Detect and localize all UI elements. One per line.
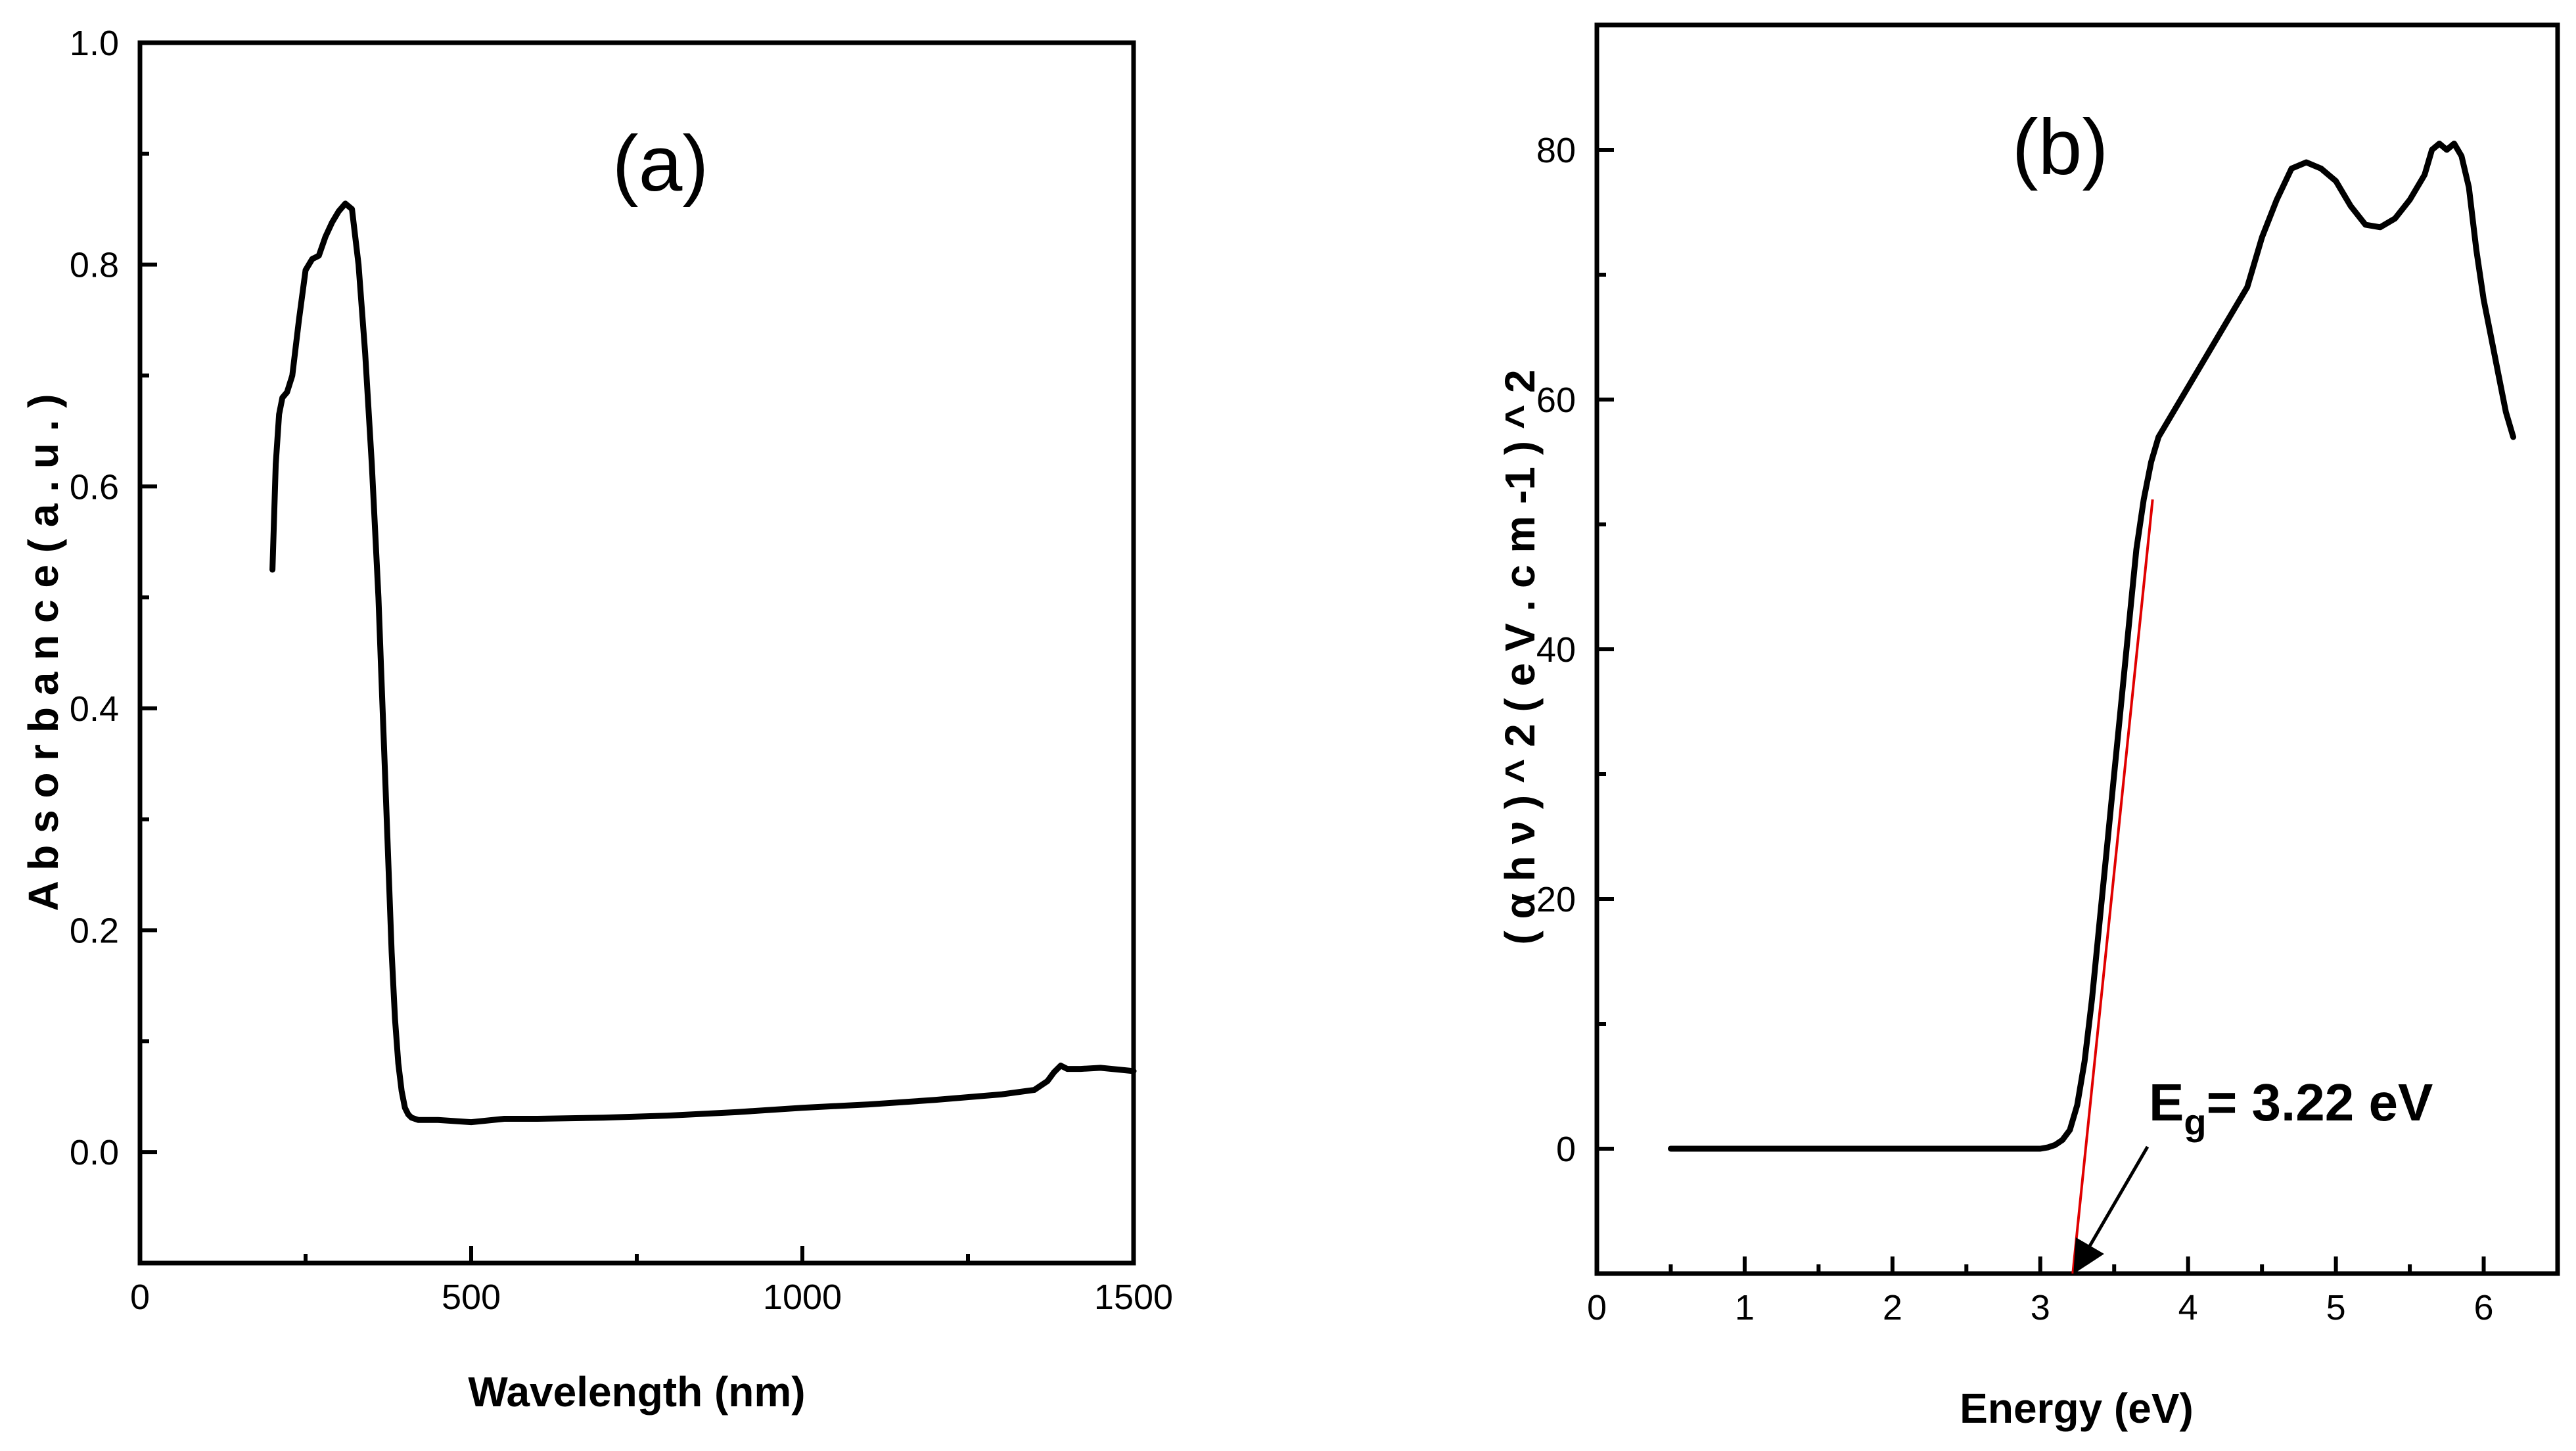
panel-b-y-axis: 0 20 40 60 80 [1536, 131, 1614, 1276]
annotation-subscript-g: g [2184, 1101, 2206, 1143]
b-x-tick-label: 4 [2178, 1288, 2198, 1327]
panel-b-bandgap-annotation: Eg= 3.22 eV [2149, 1073, 2433, 1143]
a-y-tick-label: 0.0 [70, 1133, 119, 1172]
a-y-tick-label: 0.4 [70, 689, 119, 729]
b-x-tick-label: 2 [1883, 1288, 1902, 1327]
panel-b-x-axis-title: Energy (eV) [1960, 1385, 2194, 1432]
panel-a-x-axis: 0 500 1000 1500 [130, 1246, 1173, 1317]
panel-a-absorbance-chart: 0 500 1000 1500 0.0 0.2 0.4 0.6 0.8 1.0 (a) Wave… [20, 24, 1173, 1416]
panel-b-linear-fit-line [2071, 499, 2154, 1274]
annotation-e: E [2149, 1073, 2184, 1132]
b-x-tick-label: 5 [2326, 1288, 2346, 1327]
b-x-tick-label: 3 [2031, 1288, 2050, 1327]
a-y-tick-label: 1.0 [70, 24, 119, 63]
panel-a-x-axis-title: Wavelength (nm) [468, 1368, 805, 1416]
panel-b-tauc-chart: 0 1 2 3 4 5 6 0 20 40 60 80 Eg= 3.22 eV (b) Energy… [1496, 22, 2560, 1432]
b-x-tick-label: 0 [1587, 1288, 1607, 1327]
b-y-tick-label: 80 [1536, 131, 1576, 170]
annotation-value: = 3.22 eV [2207, 1073, 2433, 1132]
panel-a-absorbance-curve [269, 200, 1137, 1126]
panel-a-label: (a) [612, 120, 709, 208]
b-x-tick-label: 6 [2474, 1288, 2494, 1327]
panel-b-label: (b) [2012, 103, 2109, 191]
b-x-tick-label: 1 [1735, 1288, 1755, 1327]
a-y-tick-label: 0.8 [70, 246, 119, 285]
panel-a-y-axis-title: A b s o r b a n c e ( a . u . ) [20, 394, 67, 911]
a-x-tick-label: 500 [442, 1278, 501, 1317]
panel-b-y-axis-title: ( α h ν ) ^ 2 ( e V . c m -1 ) ^ 2 [1496, 369, 1544, 944]
a-x-tick-label: 1500 [1094, 1278, 1173, 1317]
b-y-tick-label: 60 [1536, 380, 1576, 420]
panel-b-tauc-curve [1668, 141, 2516, 1152]
b-y-tick-label: 0 [1556, 1130, 1576, 1169]
a-y-tick-label: 0.6 [70, 467, 119, 507]
b-y-tick-label: 20 [1536, 880, 1576, 919]
b-y-tick-label: 40 [1536, 630, 1576, 670]
a-y-tick-label: 0.2 [70, 911, 119, 951]
a-x-tick-label: 1000 [763, 1278, 842, 1317]
a-x-tick-label: 0 [130, 1278, 150, 1317]
panel-a-y-axis: 0.0 0.2 0.4 0.6 0.8 1.0 [70, 24, 157, 1265]
panel-a-plot-frame [137, 40, 1136, 1266]
panel-b-x-axis: 0 1 2 3 4 5 6 [1587, 1256, 2494, 1327]
panel-b-annotation-arrow [2073, 1145, 2150, 1274]
